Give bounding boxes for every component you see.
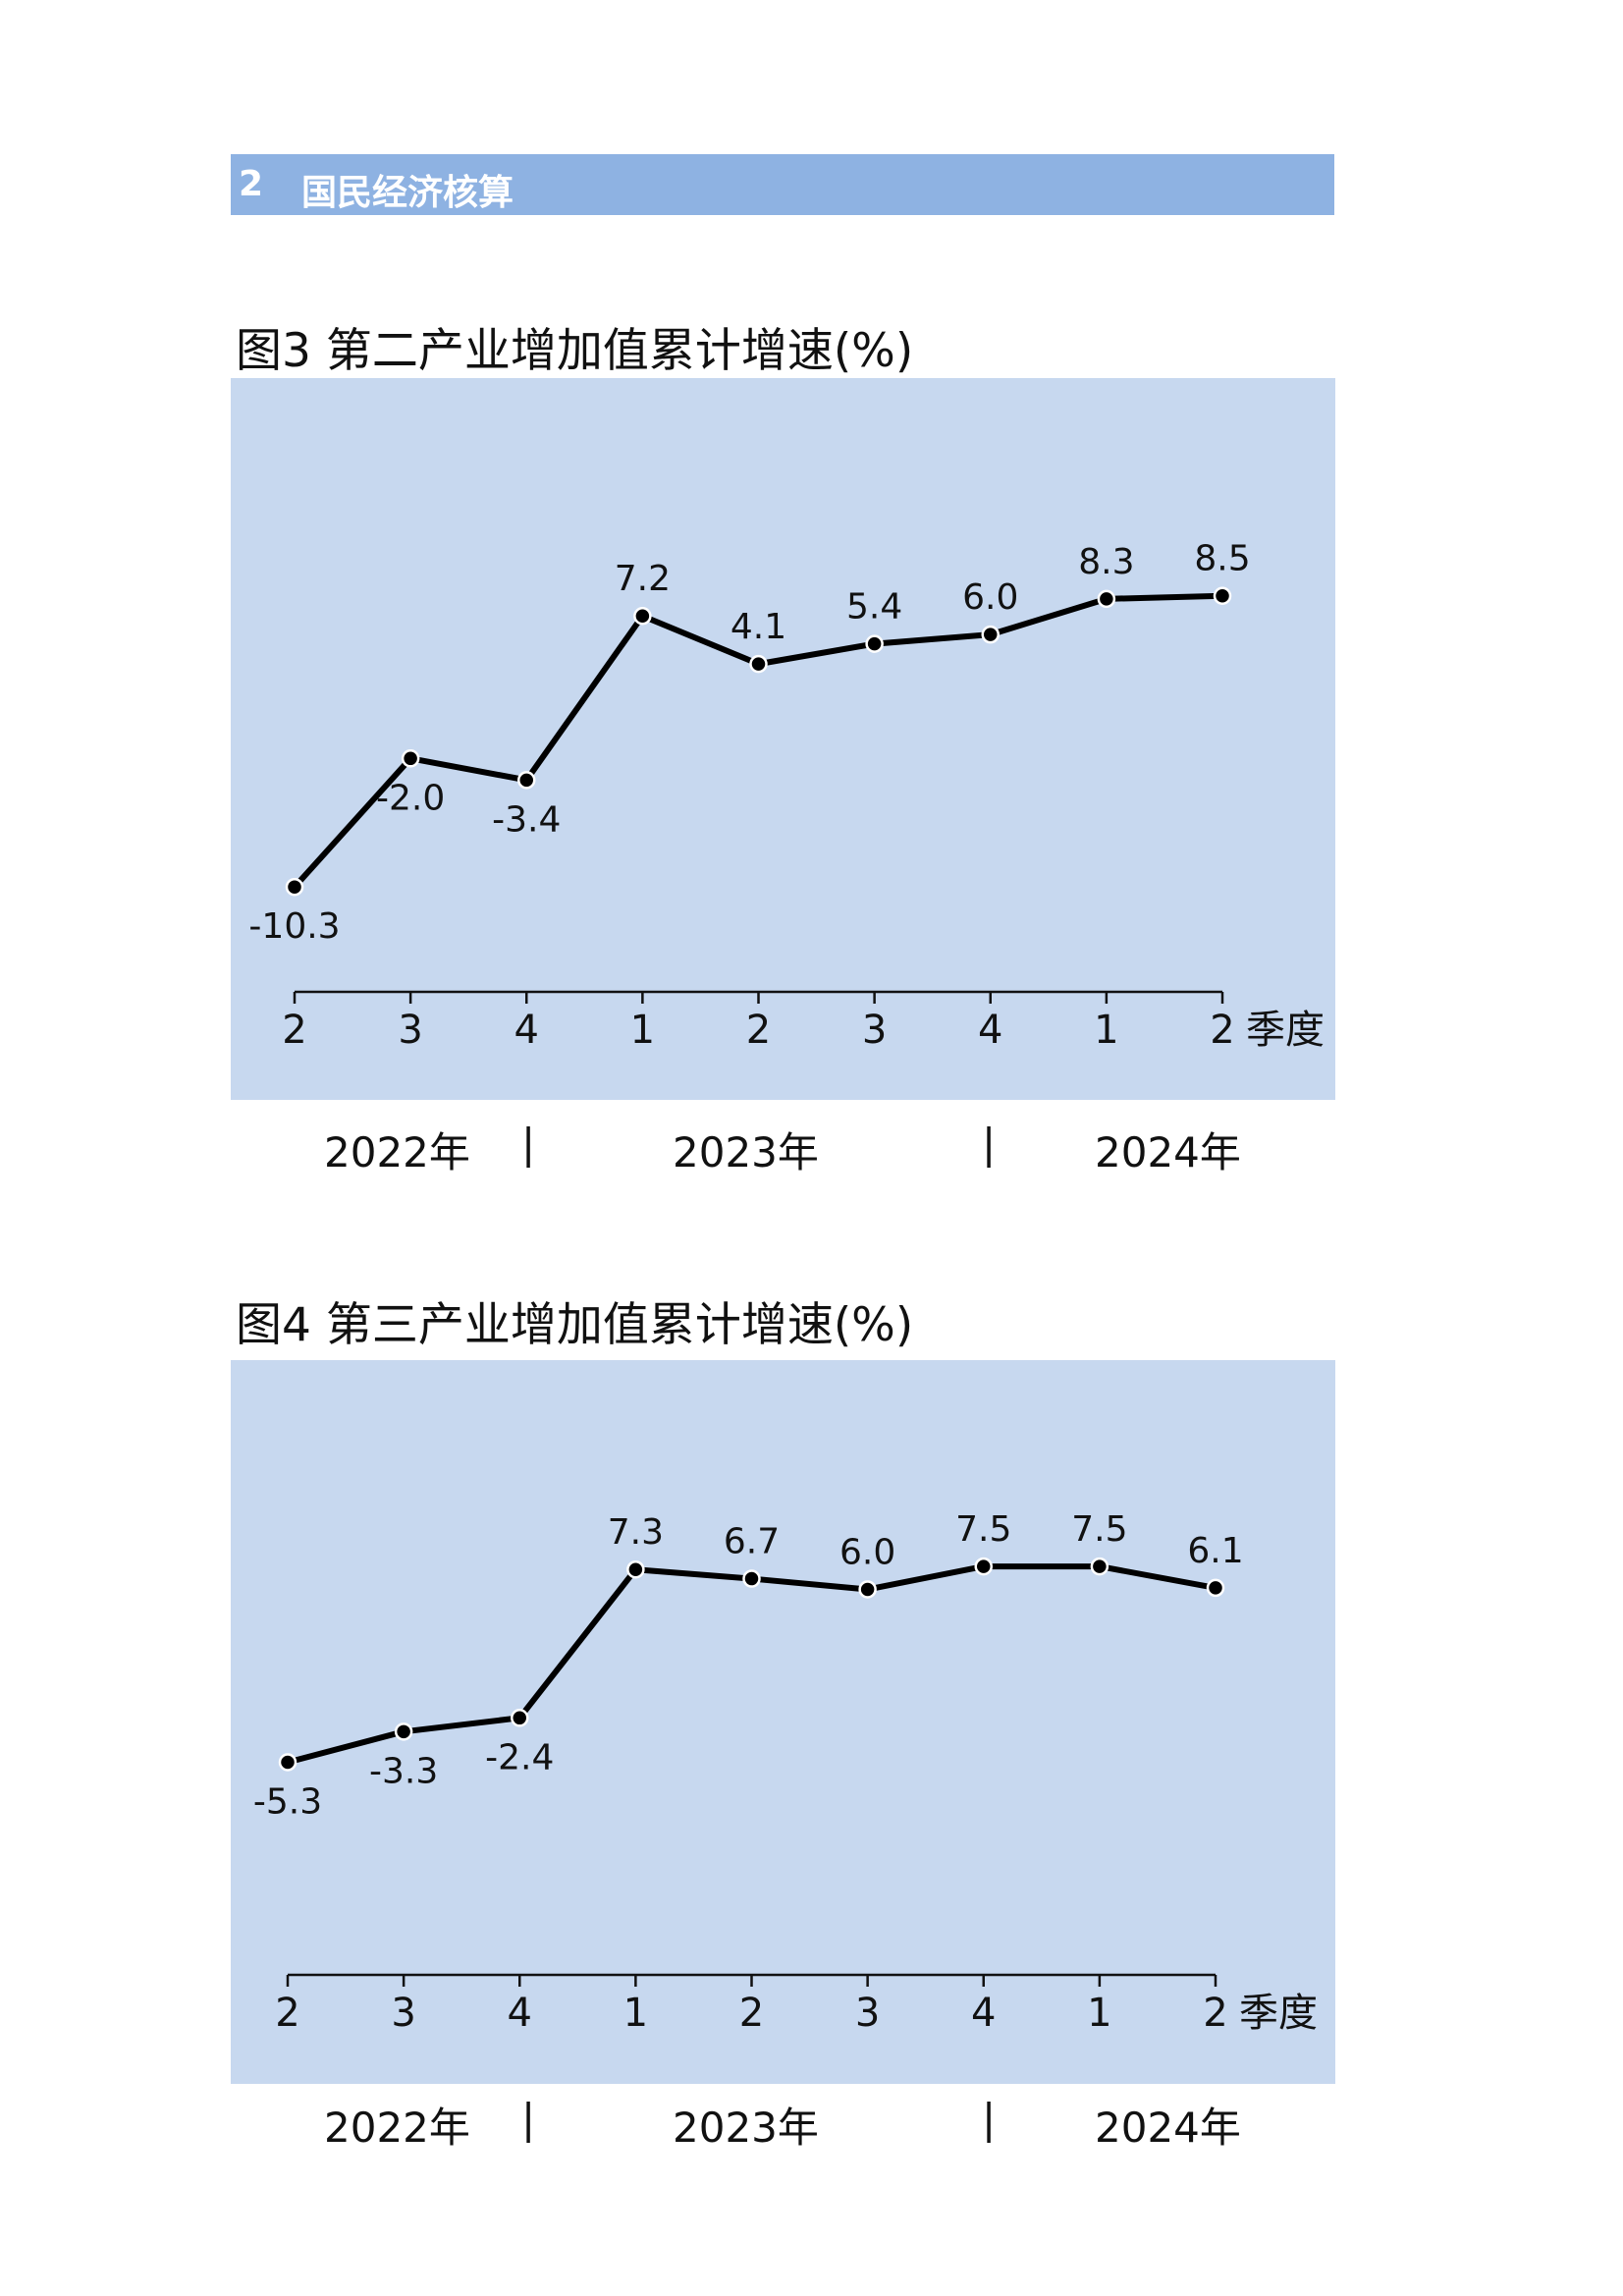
data-label: 7.2 [615,559,671,599]
x-axis-unit-label: 季度 [1246,1008,1325,1053]
data-point [981,625,1000,644]
x-tick-label: 3 [398,1008,422,1053]
data-label: 6.7 [724,1522,780,1562]
line-chart-tertiary-industry: 2 3 4 1 2 3 4 1 2 季度 -5.3 -3.3 -2.4 7.3 6.7 6.0 7.5 7.5 6.… [253,1509,1318,2036]
section-title: 国民经济核算 [301,173,514,213]
data-point [278,1753,298,1772]
data-label: 6.1 [1187,1531,1243,1571]
x-tick-label: 1 [623,1991,648,2036]
year-label: 2024年 [1095,2104,1241,2152]
x-tick-label: 2 [1210,1008,1234,1053]
x-tick-label: 2 [282,1008,306,1053]
data-point [633,606,652,626]
x-tick-label: 2 [275,1991,299,2036]
data-label: 5.4 [846,587,902,628]
data-point [1206,1578,1225,1598]
x-tick-label: 2 [746,1008,771,1053]
x-tick-label: 4 [971,1991,996,2036]
year-label: 2022年 [324,2104,470,2152]
x-tick-label: 3 [391,1991,415,2036]
x-tick-label: 1 [1094,1008,1118,1053]
data-label: -2.0 [376,778,445,818]
data-label: 7.5 [1071,1509,1127,1550]
data-label: 6.0 [839,1532,895,1572]
year-row: 2022年 | 2023年 | 2024年 [231,1120,1335,1178]
year-separator: | [521,1120,536,1168]
data-point [394,1722,413,1741]
year-separator: | [982,2095,997,2143]
x-tick-label: 4 [514,1008,539,1053]
year-label: 2022年 [324,1128,470,1176]
data-point [858,1580,877,1599]
data-label: 8.3 [1078,542,1134,582]
x-tick-label: 2 [739,1991,764,2036]
data-point [511,1709,529,1727]
x-tick-label: 4 [508,1991,532,2036]
data-point [626,1559,645,1579]
data-point [742,1569,761,1588]
chart-panel-secondary-industry: 2 3 4 1 2 3 4 1 2 季度 -10.3 -2.0 -3.4 7.2 4.1 5.4 6.0 8.3 8… [231,378,1335,1100]
data-point [749,654,768,674]
data-label: -3.3 [369,1751,438,1791]
chart-title: 图4 第三产业增加值累计增速(%) [236,1298,914,1352]
data-label: 8.5 [1194,539,1250,579]
x-tick-label: 2 [1203,1991,1227,2036]
data-point [974,1557,993,1576]
data-point [401,749,420,768]
x-tick-label: 3 [862,1008,887,1053]
data-label: -10.3 [248,906,340,947]
data-label: 4.1 [730,607,786,647]
chart-panel-tertiary-industry: 2 3 4 1 2 3 4 1 2 季度 -5.3 -3.3 -2.4 7.3 6.7 6.0 7.5 7.5 6.… [231,1360,1335,2084]
section-number: 2 [239,164,264,204]
year-row: 2022年 | 2023年 | 2024年 [231,2095,1335,2154]
data-label: 7.5 [955,1509,1011,1550]
data-label: 7.3 [608,1512,664,1553]
data-label: 6.0 [962,577,1018,618]
line-chart-secondary-industry: 2 3 4 1 2 3 4 1 2 季度 -10.3 -2.0 -3.4 7.2 4.1 5.4 6.0 8.3 8… [248,539,1325,1053]
data-point [285,877,304,897]
year-separator: | [982,1120,997,1168]
year-separator: | [521,2095,536,2143]
data-label: -5.3 [253,1781,322,1822]
year-label: 2024年 [1095,1128,1241,1176]
x-tick-label: 4 [978,1008,1002,1053]
x-tick-label: 3 [855,1991,880,2036]
data-label: -3.4 [492,799,561,840]
data-point [1090,1557,1109,1576]
x-tick-label: 1 [1087,1991,1111,2036]
data-point [1097,589,1116,609]
year-label: 2023年 [673,1128,819,1176]
section-header: 2 国民经济核算 [231,154,1334,215]
data-point [865,634,884,653]
year-label: 2023年 [673,2104,819,2152]
chart-title: 图3 第二产业增加值累计增速(%) [236,324,914,378]
data-point [517,771,536,790]
data-point [1213,586,1232,605]
x-axis-unit-label: 季度 [1239,1991,1318,2036]
x-tick-label: 1 [630,1008,655,1053]
series-line [285,1563,1218,1766]
data-label: -2.4 [485,1737,554,1777]
